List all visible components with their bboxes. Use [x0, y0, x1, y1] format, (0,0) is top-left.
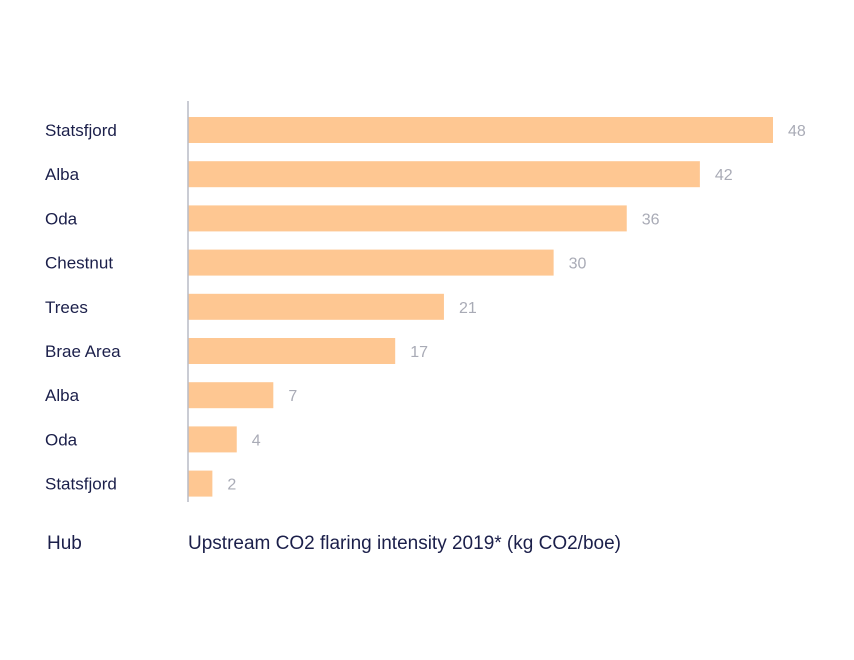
- category-label: Trees: [45, 298, 88, 317]
- value-label: 36: [642, 211, 660, 228]
- bar: [188, 470, 213, 497]
- value-label: 17: [410, 344, 428, 361]
- bar: [188, 382, 274, 409]
- value-label: 7: [288, 388, 297, 405]
- x-axis-title: Upstream CO2 flaring intensity 2019* (kg…: [188, 533, 621, 554]
- category-label: Alba: [45, 386, 80, 405]
- value-label: 4: [252, 432, 261, 449]
- bar: [188, 338, 396, 364]
- category-label: Oda: [45, 209, 78, 228]
- bar: [188, 205, 627, 232]
- bar: [188, 161, 700, 188]
- value-label: 21: [459, 300, 477, 317]
- value-label: 42: [715, 167, 733, 184]
- bar: [188, 249, 554, 276]
- category-label: Chestnut: [45, 254, 113, 273]
- y-axis-title: Hub: [47, 533, 82, 554]
- value-label: 48: [788, 123, 806, 140]
- value-label: 30: [569, 256, 587, 273]
- bar: [188, 293, 444, 320]
- category-label: Statsfjord: [45, 475, 117, 494]
- bar: [188, 117, 773, 143]
- bar: [188, 426, 237, 453]
- category-label: Brae Area: [45, 342, 121, 361]
- category-label: Statsfjord: [45, 121, 117, 140]
- category-label: Oda: [45, 430, 78, 449]
- value-label: 2: [227, 477, 236, 494]
- category-label: Alba: [45, 165, 80, 184]
